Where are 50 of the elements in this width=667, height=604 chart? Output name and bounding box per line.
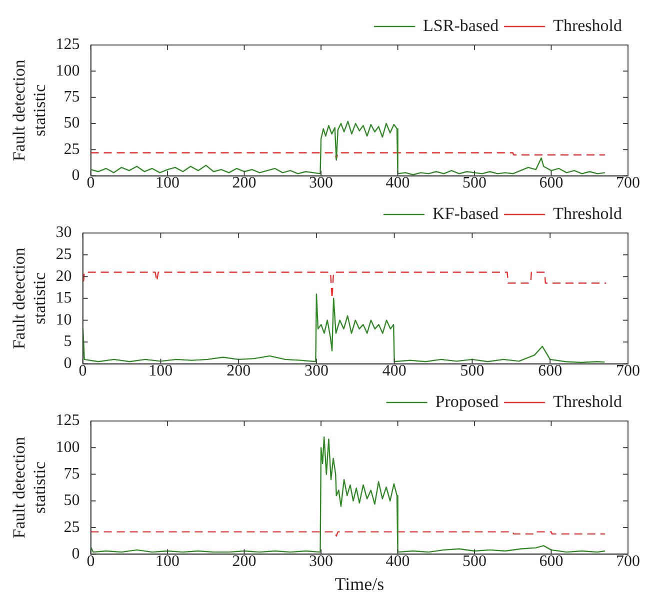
legend-label: KF-based: [432, 204, 500, 223]
y-axis-title: Fault detection statistic: [10, 59, 50, 162]
x-tick-label: 200: [232, 174, 256, 192]
y-tick-label: 30: [56, 224, 72, 242]
x-tick-label: 700: [616, 174, 640, 192]
y-tick-label: 20: [56, 268, 72, 285]
y-tick-label: 125: [56, 36, 80, 54]
y-tick-label: 75: [64, 465, 80, 482]
y-axis-title: Fault detection statistic: [10, 436, 50, 538]
x-tick-label: 0: [86, 174, 95, 192]
x-tick-label: 200: [226, 362, 251, 380]
y-tick-label: 25: [56, 246, 72, 264]
legend-label: Threshold: [553, 204, 622, 223]
x-tick-label: 0: [86, 553, 95, 570]
legend-label: Threshold: [553, 392, 622, 411]
legend-label: LSR-based: [423, 16, 500, 35]
x-tick-label: 500: [462, 174, 487, 192]
y-tick-label: 50: [64, 114, 80, 132]
y-tick-label: 50: [64, 492, 80, 510]
x-tick-label: 600: [539, 174, 564, 192]
x-tick-label: 700: [616, 362, 640, 380]
x-tick-label: 500: [462, 553, 487, 570]
x-tick-label: 100: [156, 553, 180, 570]
x-tick-label: 600: [538, 362, 562, 380]
legend-label: Proposed: [435, 392, 500, 411]
y-tick-label: 10: [56, 311, 72, 328]
x-tick-label: 400: [386, 174, 410, 192]
x-tick-label: 200: [232, 553, 256, 570]
x-tick-label: 300: [309, 174, 334, 192]
y-tick-label: 5: [64, 333, 72, 350]
x-tick-label: 300: [304, 362, 328, 380]
x-axis-title: Time/s: [334, 574, 384, 594]
x-tick-label: 100: [156, 174, 180, 192]
x-tick-label: 100: [148, 362, 173, 380]
y-tick-label: 100: [56, 438, 80, 456]
y-tick-label: 125: [56, 412, 80, 430]
y-tick-label: 25: [64, 518, 80, 536]
y-tick-label: 25: [64, 140, 80, 158]
y-tick-label: 75: [64, 88, 80, 106]
x-tick-label: 500: [460, 362, 484, 380]
y-tick-label: 100: [56, 62, 80, 80]
y-tick-label: 15: [56, 290, 72, 307]
x-tick-label: 300: [309, 553, 334, 570]
x-tick-label: 700: [616, 553, 640, 570]
x-tick-label: 600: [539, 553, 564, 570]
line-series: [82, 272, 607, 299]
x-tick-label: 400: [386, 553, 410, 570]
y-axis-title: Fault detection statistic: [10, 247, 50, 350]
x-tick-label: 400: [382, 362, 406, 380]
legend-label: Threshold: [553, 16, 622, 35]
